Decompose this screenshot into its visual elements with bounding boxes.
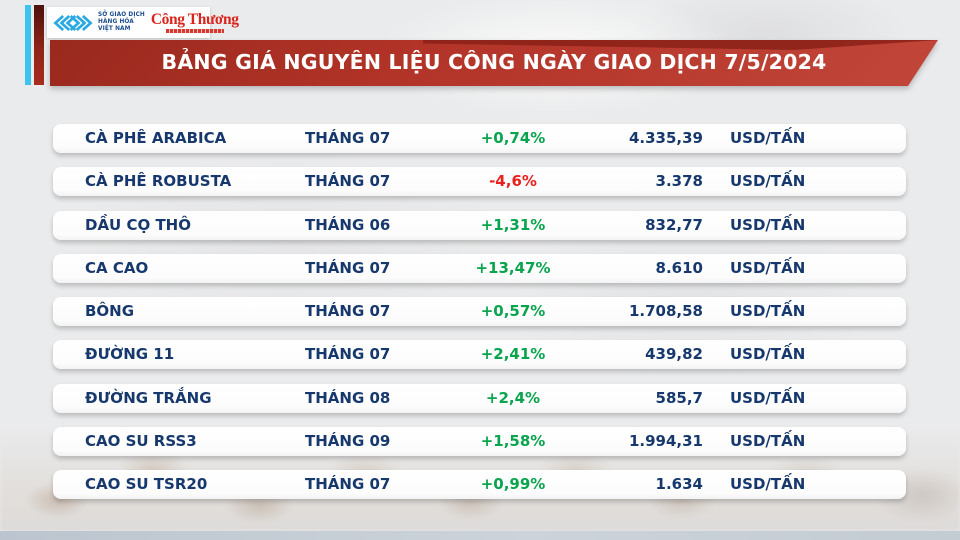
bottom-border-strip: [0, 531, 960, 540]
accent-stripe-maroon: [34, 5, 44, 85]
title-banner-ribbon: [50, 40, 938, 86]
table-row: DẦU CỌ THÔ THÁNG 06 +1,31% 832,77 USD/TẤ…: [53, 210, 906, 240]
congthuong-masthead-text: Công Thương: [150, 10, 239, 28]
commodity-name: CAO SU RSS3: [85, 432, 197, 451]
table-row: CAO SU RSS3 THÁNG 09 +1,58% 1.994,31 USD…: [53, 427, 906, 457]
price-value: 439,82: [645, 345, 703, 364]
price-unit: USD/TẤN: [730, 172, 806, 191]
commodity-name: BÔNG: [85, 302, 135, 321]
price-unit: USD/TẤN: [730, 215, 806, 234]
commodity-name: CÀ PHÊ ARABICA: [85, 129, 227, 147]
mxv-logo-box: SỞ GIAO DỊCH HÀNG HÓA VIỆT NAM Công Thươ…: [47, 7, 239, 38]
contract-month: THÁNG 07: [305, 302, 391, 321]
title-banner: BẢNG GIÁ NGUYÊN LIỆU CÔNG NGÀY GIAO DỊCH…: [50, 40, 938, 86]
price-unit: USD/TẤN: [730, 345, 806, 364]
page-title: BẢNG GIÁ NGUYÊN LIỆU CÔNG NGÀY GIAO DỊCH…: [161, 50, 827, 74]
commodity-name: CA CAO: [85, 258, 149, 277]
contract-month: THÁNG 09: [305, 432, 391, 451]
table-row: CÀ PHÊ ROBUSTA THÁNG 07 -4,6% 3.378 USD/…: [53, 167, 906, 197]
price-value: 585,7: [655, 388, 703, 407]
table-row: CÀ PHÊ ARABICA THÁNG 07 +0,74% 4.335,39 …: [53, 124, 906, 153]
change-percent: +0,74%: [480, 129, 546, 147]
commodity-name: CÀ PHÊ ROBUSTA: [85, 172, 232, 191]
price-table: CÀ PHÊ ARABICA THÁNG 07 +0,74% 4.335,39 …: [53, 124, 906, 500]
contract-month: THÁNG 08: [305, 388, 391, 407]
price-unit: USD/TẤN: [730, 258, 806, 277]
contract-month: THÁNG 06: [305, 215, 391, 234]
table-row: ĐƯỜNG TRẮNG THÁNG 08 +2,4% 585,7 USD/TẤN: [53, 383, 906, 413]
change-percent: +2,41%: [480, 345, 546, 364]
exchange-name-line3: VIỆT NAM: [98, 26, 131, 33]
exchange-name-line1: SỞ GIAO DỊCH: [98, 11, 145, 18]
contract-month: THÁNG 07: [305, 475, 391, 494]
price-value: 1.708,58: [628, 302, 703, 321]
commodity-name: DẦU CỌ THÔ: [85, 215, 191, 234]
price-value: 4.335,39: [628, 129, 703, 147]
change-percent: +13,47%: [475, 258, 551, 277]
contract-month: THÁNG 07: [305, 258, 391, 277]
price-value: 832,77: [645, 215, 703, 234]
price-value: 1.994,31: [628, 432, 703, 451]
change-percent: +1,31%: [480, 215, 546, 234]
table-row: CA CAO THÁNG 07 +13,47% 8.610 USD/TẤN: [53, 253, 906, 283]
price-value: 1.634: [655, 475, 703, 494]
price-value: 8.610: [655, 258, 703, 277]
price-unit: USD/TẤN: [730, 302, 806, 321]
change-percent: -4,6%: [489, 172, 537, 191]
change-percent: +2,4%: [485, 388, 541, 407]
masthead-tagline-bar: [165, 29, 224, 34]
change-percent: +1,58%: [480, 432, 546, 451]
price-value: 3.378: [655, 172, 703, 191]
accent-stripe-cyan: [25, 5, 31, 85]
mxv-chevrons-icon: [53, 14, 93, 31]
exchange-name-line2: HÀNG HÓA: [98, 18, 134, 25]
contract-month: THÁNG 07: [305, 172, 391, 191]
price-unit: USD/TẤN: [730, 432, 806, 451]
contract-month: THÁNG 07: [305, 129, 391, 147]
table-row: CAO SU TSR20 THÁNG 07 +0,99% 1.634 USD/T…: [53, 470, 906, 500]
commodity-name: CAO SU TSR20: [85, 475, 208, 494]
price-unit: USD/TẤN: [730, 388, 806, 407]
table-row: BÔNG THÁNG 07 +0,57% 1.708,58 USD/TẤN: [53, 297, 906, 327]
exchange-name: SỞ GIAO DỊCH HÀNG HÓA VIỆT NAM: [98, 12, 145, 34]
contract-month: THÁNG 07: [305, 345, 391, 364]
congthuong-masthead: Công Thương: [151, 12, 239, 34]
change-percent: +0,99%: [480, 475, 546, 494]
change-percent: +0,57%: [480, 302, 546, 321]
commodity-name: ĐƯỜNG TRẮNG: [85, 388, 212, 407]
price-unit: USD/TẤN: [730, 129, 806, 147]
commodity-name: ĐƯỜNG 11: [85, 345, 175, 364]
price-unit: USD/TẤN: [730, 475, 806, 494]
table-row: ĐƯỜNG 11 THÁNG 07 +2,41% 439,82 USD/TẤN: [53, 340, 906, 370]
